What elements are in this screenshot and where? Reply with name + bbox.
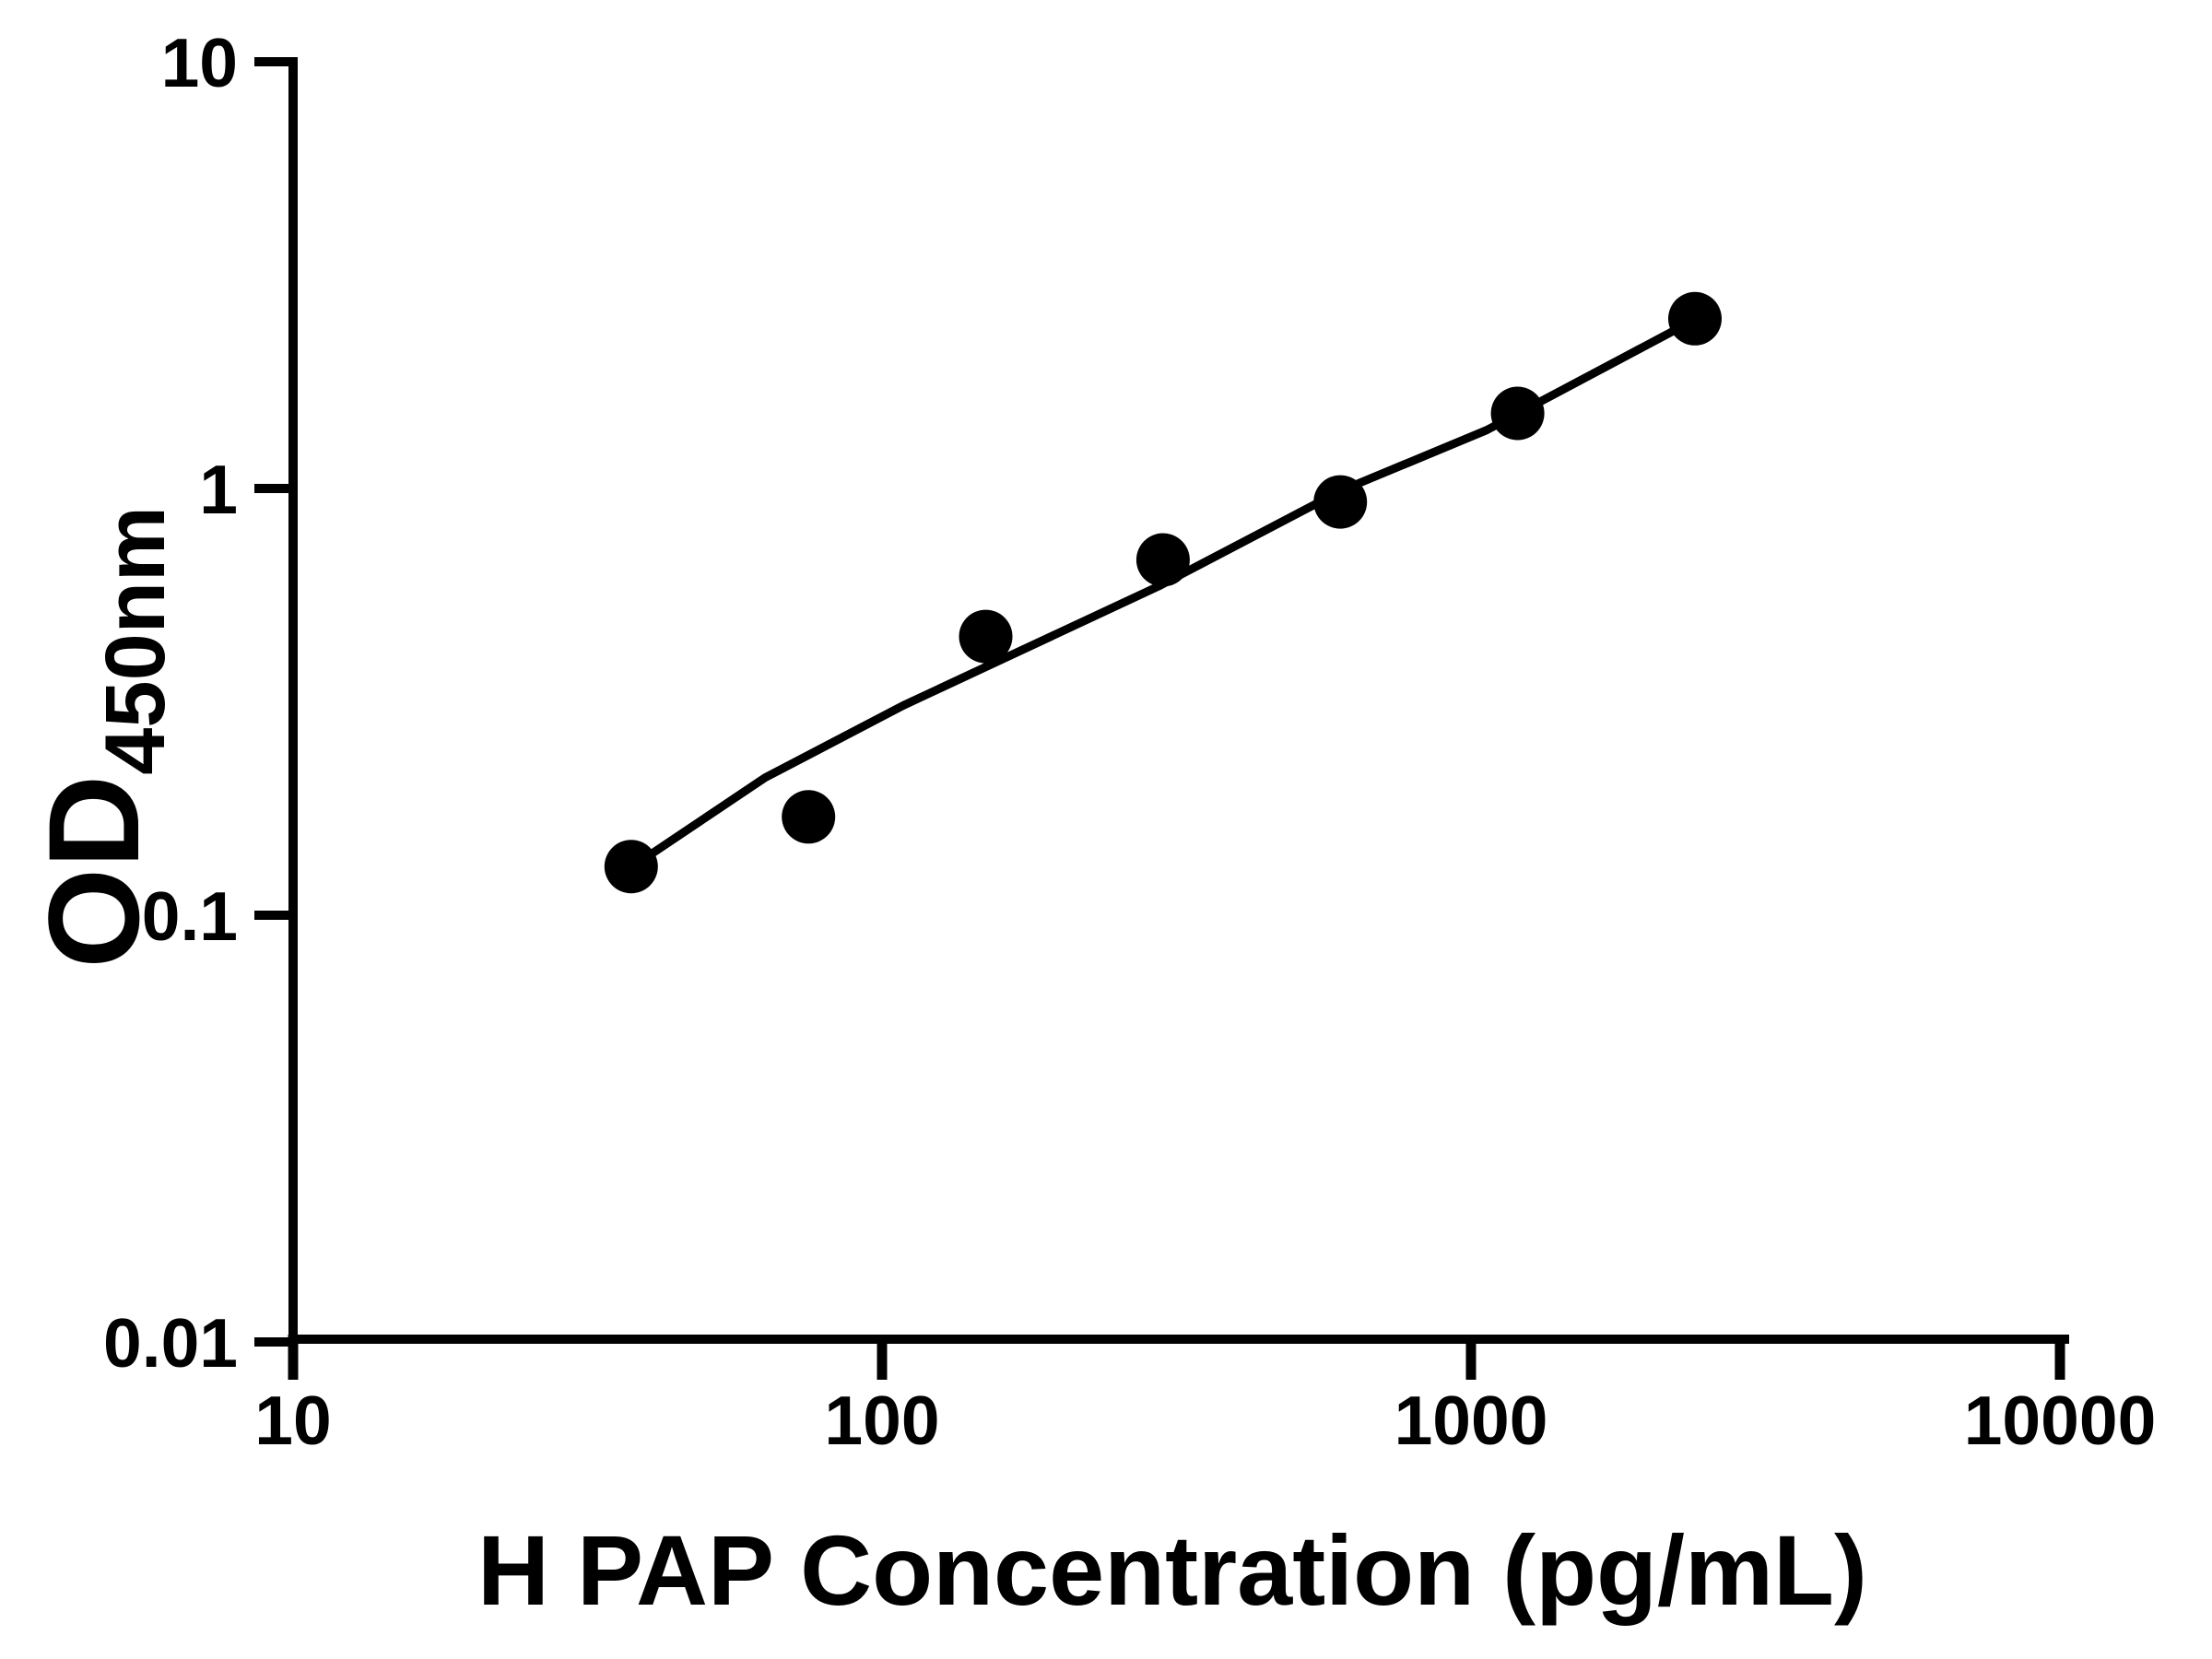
x-tick-10000 bbox=[2054, 1335, 2065, 1380]
x-axis-tick-labels: 10 100 1000 10000 bbox=[254, 1382, 2156, 1459]
x-axis-ticks bbox=[288, 1335, 2065, 1380]
y-axis-title-subscript: 450nm bbox=[88, 506, 182, 775]
data-point bbox=[959, 609, 1013, 664]
x-tick-10 bbox=[288, 1335, 299, 1380]
data-point bbox=[1135, 533, 1190, 587]
x-tick-label-1000: 1000 bbox=[1394, 1382, 1548, 1459]
x-axis-line bbox=[288, 1335, 2069, 1344]
fit-line bbox=[628, 313, 1702, 871]
y-tick-label-0.1: 0.1 bbox=[142, 877, 238, 955]
data-point bbox=[782, 790, 836, 844]
y-tick-label-0.01: 0.01 bbox=[103, 1304, 238, 1382]
y-tick-1 bbox=[254, 484, 293, 493]
y-axis-line bbox=[288, 57, 298, 1344]
x-tick-label-100: 100 bbox=[824, 1382, 939, 1459]
axes bbox=[288, 57, 2069, 1344]
data-point bbox=[604, 840, 658, 894]
data-point bbox=[1668, 291, 1722, 346]
y-axis-title: OD450nm bbox=[21, 506, 182, 969]
data-points bbox=[604, 291, 1722, 894]
y-axis-title-main: OD bbox=[21, 775, 166, 969]
y-tick-0.1 bbox=[254, 911, 293, 920]
y-tick-label-1: 1 bbox=[199, 451, 238, 528]
data-point bbox=[1313, 475, 1368, 529]
x-tick-1000 bbox=[1465, 1335, 1477, 1380]
y-axis-ticks bbox=[254, 57, 293, 1347]
y-tick-label-10: 10 bbox=[161, 24, 238, 101]
x-tick-label-10000: 10000 bbox=[1964, 1382, 2157, 1459]
x-tick-100 bbox=[877, 1335, 888, 1380]
y-axis-tick-labels: 10 1 0.1 0.01 bbox=[103, 24, 238, 1382]
x-axis-title: H PAP Concentration (pg/mL) bbox=[477, 1514, 1867, 1626]
y-tick-10 bbox=[254, 57, 293, 66]
y-tick-0.01 bbox=[254, 1337, 293, 1347]
x-tick-label-10: 10 bbox=[254, 1382, 331, 1459]
data-point bbox=[1490, 386, 1545, 441]
